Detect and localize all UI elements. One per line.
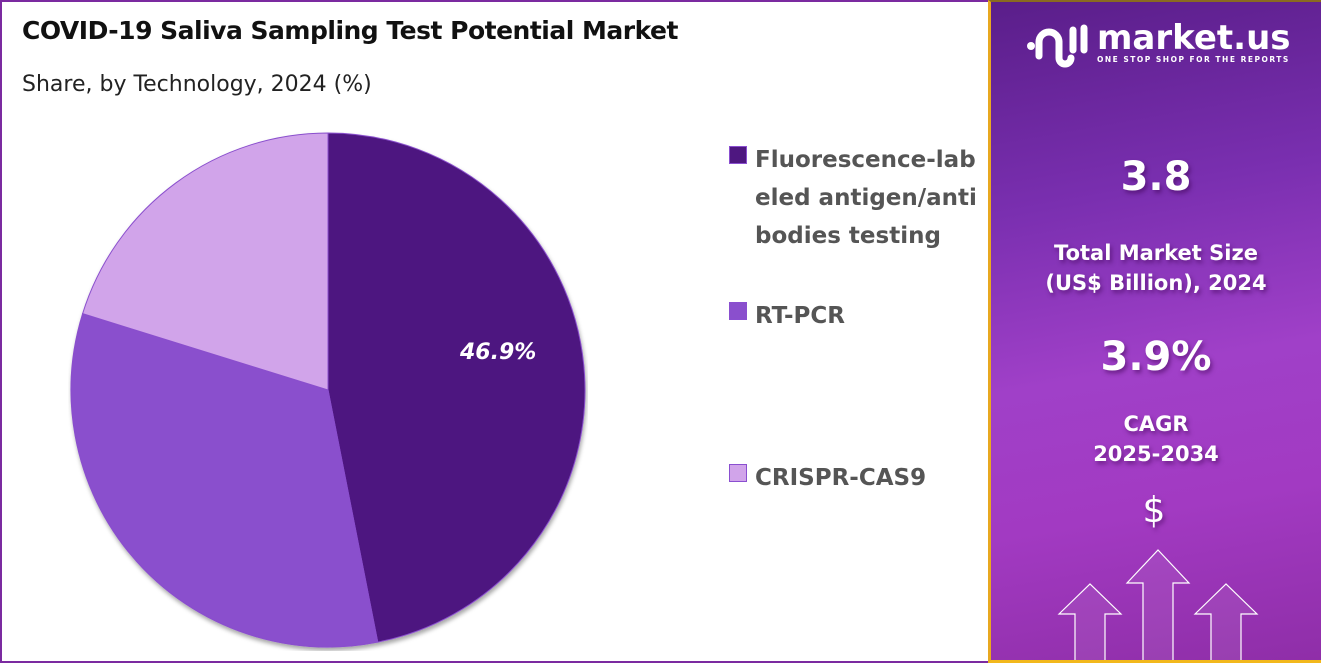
growth-arrows-icon <box>1057 549 1259 660</box>
pie-slice-crispr[interactable] <box>81 132 329 391</box>
chart-panel: COVID-19 Saliva Sampling Test Potential … <box>0 0 988 663</box>
brand-name: market.us <box>1097 17 1291 58</box>
brand-tagline: ONE STOP SHOP FOR THE REPORTS <box>1097 54 1290 64</box>
legend-label: RT-PCR <box>755 303 845 329</box>
summary-sidebar: market.us ONE STOP SHOP FOR THE REPORTS … <box>988 0 1321 663</box>
legend-label: Fluorescence-labeled antigen/antibodies … <box>755 147 977 249</box>
pie-slice-fluorescence[interactable] <box>327 132 586 643</box>
dollar-icon: $ <box>1142 490 1166 531</box>
pie-slice-rt-pcr[interactable] <box>70 313 379 648</box>
pie-chart <box>70 132 586 648</box>
legend-item-crispr[interactable]: CRISPR-CAS9 <box>729 459 980 497</box>
legend-item-fluorescence[interactable]: Fluorescence-labeled antigen/antibodies … <box>729 141 980 255</box>
chart-title: COVID-19 Saliva Sampling Test Potential … <box>22 16 678 45</box>
chart-subtitle: Share, by Technology, 2024 (%) <box>22 72 372 97</box>
market-size-label-2: (US$ Billion), 2024 <box>1045 271 1267 295</box>
pie-data-label: 46.9% <box>460 340 537 365</box>
cagr-label-2: 2025-2034 <box>1093 442 1219 466</box>
cagr-value: 3.9% <box>1100 334 1212 380</box>
market-us-logo-icon <box>1027 24 1088 68</box>
legend-item-rt-pcr[interactable]: RT-PCR <box>729 297 980 335</box>
legend-swatch <box>729 464 747 482</box>
legend-label: CRISPR-CAS9 <box>755 465 927 491</box>
legend-swatch <box>729 302 747 320</box>
brand-logo[interactable]: market.us ONE STOP SHOP FOR THE REPORTS <box>1025 16 1291 68</box>
legend-swatch <box>729 146 747 164</box>
market-size-value: 3.8 <box>1120 154 1192 200</box>
cagr-label-1: CAGR <box>1123 412 1189 436</box>
market-size-label-1: Total Market Size <box>1054 241 1258 265</box>
